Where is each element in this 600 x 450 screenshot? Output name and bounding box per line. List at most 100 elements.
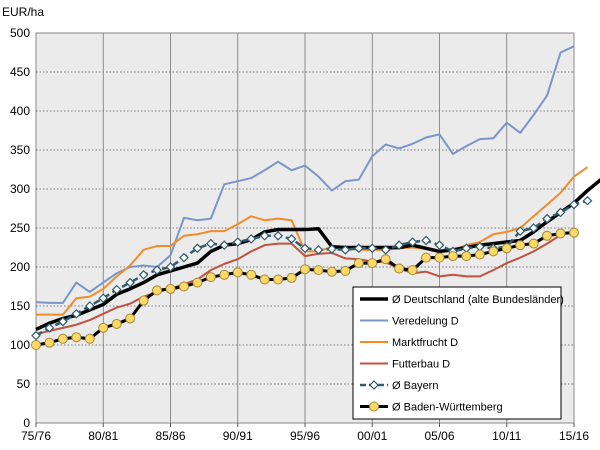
data-point-marker: [31, 330, 41, 341]
data-point-marker: [515, 226, 526, 236]
data-point-marker: [44, 337, 55, 348]
data-point-marker: [313, 244, 324, 255]
data-point-marker: [474, 249, 485, 260]
data-point-marker: [152, 285, 163, 296]
data-point-marker: [367, 243, 378, 254]
data-point-marker: [380, 244, 391, 255]
x-tick-label: 00/01: [357, 429, 387, 443]
data-point-marker: [219, 240, 230, 251]
legend-label: Futterbau D: [392, 359, 450, 371]
x-tick-label: 05/06: [424, 429, 454, 443]
data-point-marker: [542, 213, 552, 224]
y-axis-tick-labels: 0 50 100 150 200 250 300 350 400 450 500: [10, 26, 30, 430]
data-point-marker: [219, 269, 230, 280]
data-point-marker: [246, 234, 257, 244]
x-tick-label: 80/81: [88, 429, 118, 443]
data-point-marker: [286, 234, 297, 244]
legend-label: Ø Bayern: [392, 380, 438, 392]
legend-marker: [369, 401, 379, 412]
data-point-marker: [421, 235, 431, 246]
data-point-marker: [178, 281, 189, 292]
data-point-marker: [340, 265, 351, 276]
data-point-marker: [259, 274, 270, 285]
series-line: [35, 234, 562, 336]
data-point-marker: [192, 243, 203, 254]
y-tick-label: 100: [10, 338, 30, 352]
data-point-marker: [434, 252, 445, 263]
data-point-marker: [447, 251, 458, 262]
x-tick-label: 95/96: [290, 429, 320, 443]
data-point-marker: [353, 258, 364, 269]
y-tick-label: 200: [10, 260, 30, 274]
series-3: [35, 234, 562, 336]
y-tick-label: 350: [10, 143, 30, 157]
data-point-marker: [300, 243, 310, 254]
legend-label: Veredelung D: [392, 316, 459, 328]
x-tick-label: 15/16: [559, 429, 589, 443]
data-point-marker: [353, 243, 364, 254]
y-tick-label: 500: [10, 26, 30, 40]
data-point-marker: [84, 333, 95, 344]
data-point-marker: [488, 246, 499, 257]
data-point-marker: [206, 238, 216, 249]
data-point-marker: [71, 332, 82, 343]
data-point-marker: [98, 322, 109, 333]
data-point-marker: [71, 308, 82, 319]
legend-item: Veredelung D: [360, 316, 459, 328]
data-point-marker: [569, 227, 579, 238]
x-tick-label: 10/11: [492, 429, 521, 443]
data-point-marker: [111, 284, 122, 295]
data-point-marker: [542, 230, 553, 241]
data-point-marker: [407, 237, 418, 247]
data-point-marker: [380, 254, 391, 265]
legend-label: Ø Baden-Württemberg: [392, 402, 503, 414]
x-tick-label: 85/86: [155, 429, 185, 443]
data-point-marker: [434, 240, 445, 251]
series-line: [36, 166, 589, 316]
data-point-marker: [555, 228, 566, 239]
legend-marker: [369, 380, 379, 390]
data-point-marker: [286, 272, 297, 283]
data-point-marker: [528, 223, 539, 233]
data-point-marker: [300, 264, 310, 275]
data-point-marker: [313, 265, 324, 276]
x-tick-label: 75/76: [21, 429, 51, 443]
data-point-marker: [138, 269, 149, 280]
data-point-marker: [44, 322, 55, 333]
series-2: [36, 166, 589, 316]
legend-item: Ø Baden-Württemberg: [360, 401, 503, 414]
y-axis-label: EUR/ha: [2, 5, 44, 19]
data-point-marker: [232, 267, 243, 278]
data-point-marker: [179, 252, 189, 263]
y-tick-label: 150: [10, 299, 30, 313]
data-point-marker: [273, 230, 283, 241]
data-point-marker: [138, 295, 149, 306]
data-point-marker: [394, 263, 405, 274]
data-point-marker: [326, 266, 337, 277]
legend-label: Marktfrucht D: [392, 337, 458, 349]
y-tick-label: 450: [10, 65, 30, 79]
y-tick-label: 50: [17, 377, 31, 391]
legend: Ø Deutschland (alte Bundesländer) Veredel…: [352, 286, 564, 420]
data-point-marker: [569, 199, 579, 210]
data-point-marker: [232, 237, 243, 247]
data-point-marker: [327, 244, 337, 254]
data-point-marker: [367, 258, 378, 269]
y-tick-label: 300: [10, 182, 30, 196]
legend-item: Ø Bayern: [360, 380, 438, 392]
data-point-marker: [125, 313, 136, 324]
y-tick-label: 400: [10, 104, 30, 118]
data-point-marker: [84, 301, 95, 311]
legend-label: Ø Deutschland (alte Bundesländer): [392, 294, 564, 306]
data-point-marker: [165, 283, 176, 294]
data-point-marker: [515, 240, 526, 251]
series-lines: [31, 45, 600, 350]
data-point-marker: [528, 238, 539, 249]
data-point-marker: [501, 243, 512, 254]
data-point-marker: [165, 262, 176, 272]
legend-box: [352, 286, 562, 420]
legend-item: Marktfrucht D: [360, 337, 458, 349]
data-point-marker: [58, 316, 68, 327]
data-point-marker: [246, 269, 257, 280]
